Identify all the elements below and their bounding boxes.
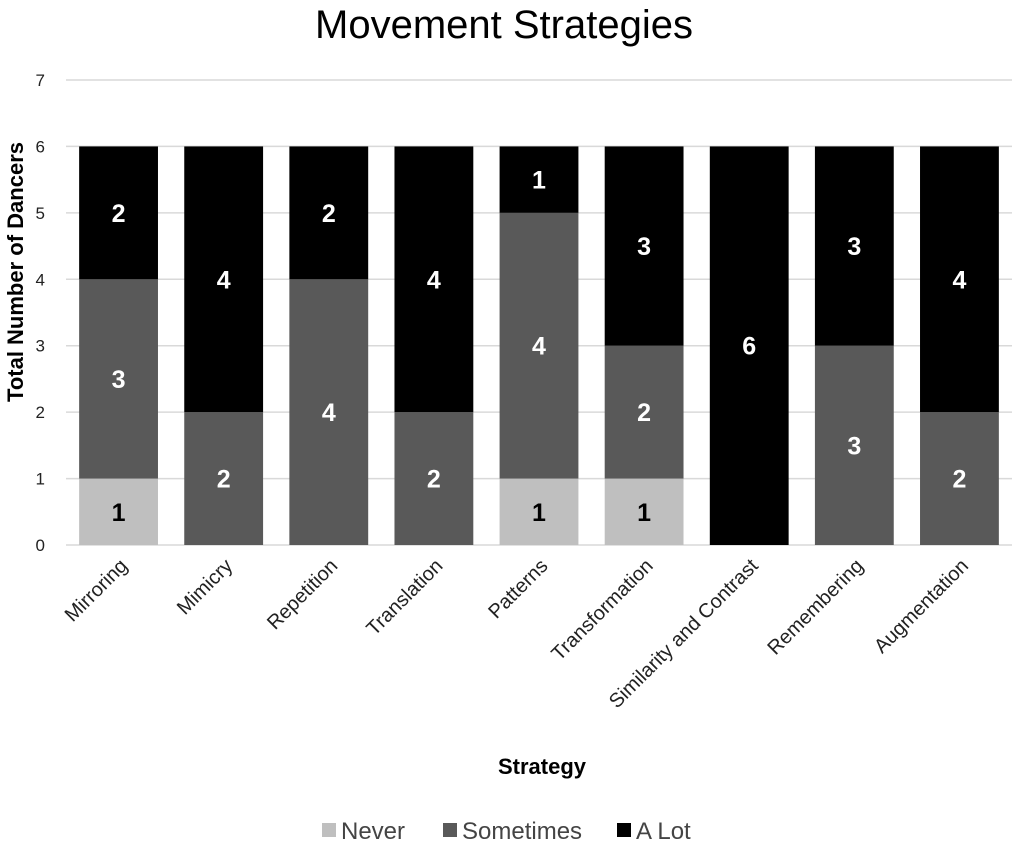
bar-segment (709, 146, 789, 545)
bar-segment (394, 412, 474, 545)
bar-segment (79, 478, 158, 545)
legend-label: Never (341, 818, 405, 845)
bar-segment (184, 146, 264, 413)
data-labels: 1 3 2 2 4 4 2 2 4 1 4 1 1 2 3 6 3 3 2 4 (112, 167, 967, 527)
data-label: 2 (952, 466, 966, 494)
x-category-label: Transformation (548, 555, 658, 665)
data-label: 2 (322, 200, 336, 228)
bar-segment (289, 146, 369, 280)
bar-segment (814, 345, 894, 545)
chart-title: Movement Strategies (315, 3, 693, 47)
x-category-label: Patterns (484, 555, 552, 623)
data-label: 6 (742, 333, 756, 361)
data-label: 4 (952, 266, 966, 294)
x-category-label: Translation (362, 555, 447, 640)
data-label: 1 (532, 499, 546, 527)
y-axis-title: Total Number of Dancers (3, 142, 28, 402)
y-tick-label: 5 (36, 204, 45, 223)
legend-label: Sometimes (462, 818, 582, 845)
bar-segment (814, 146, 894, 346)
y-tick-label: 4 (36, 270, 45, 289)
data-label: 4 (532, 333, 546, 361)
y-tick-label: 7 (36, 71, 45, 90)
bars (79, 146, 999, 545)
data-label: 3 (637, 233, 651, 261)
bar-segment (79, 279, 158, 479)
x-axis-categories: Mirroring Mimicry Repetition Translation Pat… (61, 555, 973, 713)
y-axis-ticks: 0 1 2 3 4 5 6 7 (36, 71, 45, 555)
x-category-label: Repetition (263, 555, 342, 634)
data-label: 1 (637, 499, 651, 527)
y-tick-label: 1 (36, 470, 45, 489)
data-label: 1 (112, 499, 126, 527)
x-category-label: Augmentation (870, 555, 973, 658)
data-label: 2 (217, 466, 231, 494)
data-label: 4 (427, 266, 441, 294)
bar-segment (499, 212, 579, 479)
y-tick-label: 0 (36, 536, 45, 555)
bar-segment (920, 146, 999, 413)
bar-segment (604, 345, 684, 479)
legend-swatch (443, 823, 457, 837)
x-axis-title: Strategy (498, 754, 587, 779)
legend: Never Sometimes A Lot (322, 818, 691, 845)
legend-swatch (617, 823, 631, 837)
data-label: 4 (322, 399, 336, 427)
data-label: 2 (112, 200, 126, 228)
bar-segment (604, 146, 684, 346)
data-label: 1 (532, 167, 546, 195)
y-tick-label: 6 (36, 137, 45, 156)
legend-swatch (322, 823, 336, 837)
x-category-label: Mirroring (61, 555, 132, 626)
data-label: 2 (427, 466, 441, 494)
y-tick-label: 2 (36, 403, 45, 422)
data-label: 2 (637, 399, 651, 427)
x-category-label: Remembering (763, 555, 867, 659)
data-label: 3 (112, 366, 126, 394)
bar-segment (289, 279, 369, 545)
bar-segment (184, 412, 264, 545)
bar-segment (920, 412, 999, 545)
bar-segment (79, 146, 158, 280)
x-category-label: Mimicry (173, 555, 237, 619)
data-label: 3 (847, 233, 861, 261)
legend-label: A Lot (636, 818, 691, 845)
bar-segment (604, 478, 684, 545)
bar-segment (499, 478, 579, 545)
data-label: 3 (847, 432, 861, 460)
bar-segment (394, 146, 474, 413)
y-tick-label: 3 (36, 337, 45, 356)
data-label: 4 (217, 266, 231, 294)
bar-segment (499, 146, 579, 213)
